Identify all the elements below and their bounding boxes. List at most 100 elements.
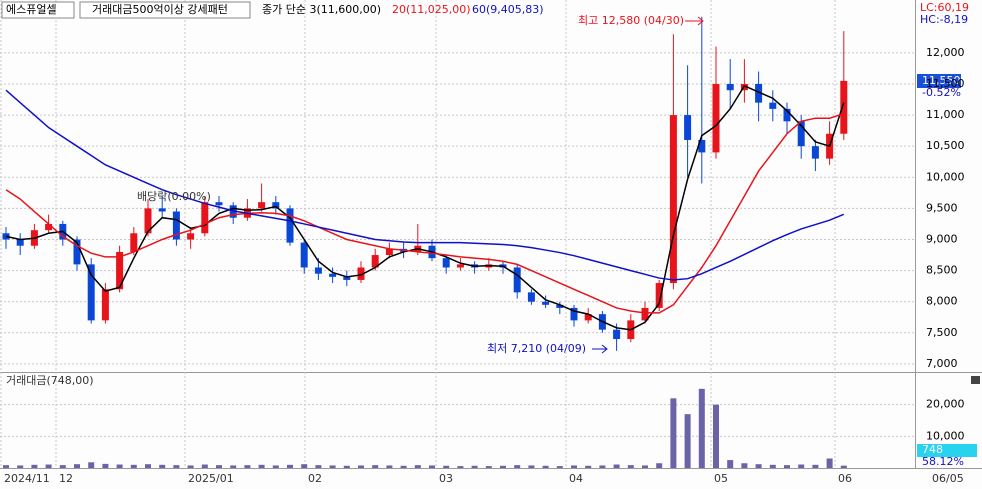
panel-close[interactable]	[971, 376, 980, 384]
stock-name[interactable]: 에스퓨얼셀	[6, 2, 57, 16]
y-tick-label: 9,500	[926, 201, 958, 214]
candle-body	[158, 208, 166, 212]
volume-bar	[187, 465, 194, 468]
y-tick-label: 7,500	[926, 326, 958, 339]
y-tick-label: 20,000	[926, 398, 965, 411]
candle-body	[783, 108, 791, 122]
volume-bar	[741, 463, 748, 468]
y-tick-label: 10,000	[926, 429, 965, 442]
ma60-legend: 60(9,405,83)	[472, 3, 544, 16]
volume-bar	[826, 458, 833, 468]
volume-bar	[755, 464, 762, 468]
volume-bar	[130, 464, 137, 468]
candle-body	[556, 304, 564, 308]
volume-bar	[457, 466, 464, 468]
volume-bar	[287, 464, 293, 468]
candle-body	[329, 273, 337, 277]
high-annotation: 최고 12,580 (04/30)	[578, 14, 684, 27]
volume-bar	[698, 388, 705, 468]
stock-box[interactable]	[1, 1, 75, 19]
y-tick-label: 11,500	[926, 77, 965, 90]
volume-bar	[713, 404, 719, 468]
x-tick-label: 06/05	[932, 472, 964, 485]
lc: LC:60,19	[920, 1, 969, 14]
volume-bar	[301, 464, 308, 468]
volume-bar	[173, 465, 180, 468]
candle-body	[201, 202, 209, 234]
candle-body	[570, 307, 578, 321]
volume-bar	[272, 465, 279, 468]
last-volume: 748	[922, 443, 943, 456]
candle-body	[712, 83, 720, 153]
volume-bar	[159, 464, 166, 468]
candle-body	[698, 139, 706, 153]
volume-bar	[17, 465, 24, 468]
candle-body	[840, 80, 848, 134]
x-tick-label: 06	[838, 472, 852, 485]
volume-bar	[613, 464, 620, 468]
candle-body	[684, 115, 692, 140]
candle-body	[286, 208, 294, 243]
candle-body	[187, 233, 195, 240]
candle-body	[130, 233, 138, 252]
volume-bar	[358, 465, 364, 468]
volume-bar	[642, 465, 648, 468]
candle-body	[513, 267, 521, 293]
candle-body	[101, 289, 109, 321]
volume-bar	[145, 464, 151, 468]
volume-bar	[840, 465, 847, 468]
candle-body	[797, 121, 805, 147]
volume-bar	[769, 464, 776, 468]
candle-body	[172, 211, 180, 240]
ma-line	[5, 112, 845, 314]
volume-bar	[329, 465, 336, 468]
candle-body	[343, 276, 351, 280]
condition[interactable]: 거래대금500억이상 강세패턴	[92, 3, 228, 16]
candle-body	[73, 239, 81, 265]
volume-bar	[343, 465, 350, 468]
volume-bar	[315, 465, 322, 468]
volume-bar	[372, 465, 379, 468]
ma3-legend: 종가 단순 3(11,600,00)	[262, 3, 381, 16]
candle-body	[87, 264, 95, 321]
volume-bar	[258, 464, 265, 468]
last-volume-box	[917, 444, 977, 457]
volume-bar	[3, 465, 9, 468]
y-tick-label: 8,500	[926, 264, 958, 277]
candle-body	[116, 251, 124, 290]
low-annotation: 최저 7,210 (04/09)	[487, 342, 586, 355]
last-price-box	[917, 74, 961, 88]
y-tick-label: 7,000	[926, 357, 958, 370]
candle-body	[144, 208, 152, 234]
volume-bar	[400, 465, 407, 468]
y-tick-label: 11,000	[926, 108, 965, 121]
candle-body	[300, 242, 308, 268]
volume-bar	[201, 464, 208, 468]
volume-bar	[656, 463, 663, 468]
volume-bar	[59, 465, 66, 468]
last-change: -0.52%	[922, 86, 961, 99]
volume-bar	[244, 465, 251, 468]
y-tick-label: 9,000	[926, 232, 958, 245]
candle-body	[272, 202, 280, 209]
volume-bar	[798, 464, 805, 468]
candle-body	[584, 314, 592, 321]
volume-bar	[485, 466, 492, 468]
candle-body	[641, 307, 649, 321]
y-tick-label: 12,000	[926, 46, 965, 59]
volume-bar	[684, 414, 691, 468]
volume-bar	[727, 460, 734, 468]
last-price: 11,550	[922, 74, 961, 87]
ma20-legend: 20(11,025,00)	[392, 3, 471, 16]
volume-bar	[45, 464, 52, 468]
candle-body	[314, 267, 322, 274]
volume-bar	[571, 465, 577, 468]
volume-bar	[556, 466, 563, 468]
candle-body	[215, 202, 223, 206]
candle-body	[442, 258, 450, 268]
volume-bar	[627, 465, 634, 468]
volume-bar	[386, 465, 393, 468]
condition-box[interactable]	[79, 1, 251, 19]
x-tick-label: 2025/01	[188, 472, 234, 485]
